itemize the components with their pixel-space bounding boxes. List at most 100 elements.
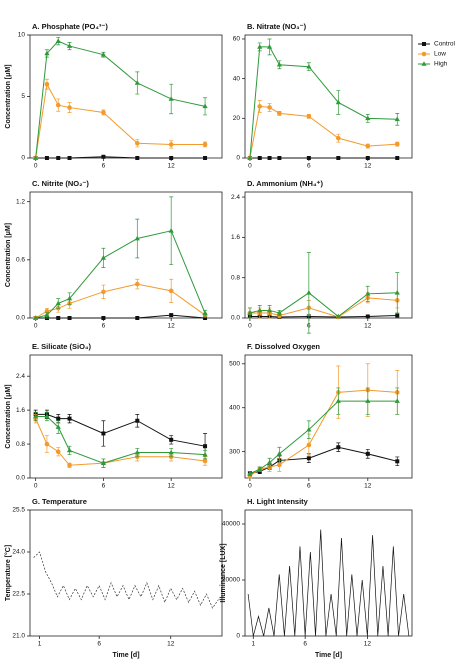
marker [394, 398, 400, 403]
legend-label: Low [434, 51, 446, 58]
y-tick-label: 0.8 [231, 274, 240, 281]
marker [203, 444, 208, 449]
marker [203, 316, 208, 320]
marker [56, 416, 61, 421]
marker [44, 413, 50, 419]
marker [306, 290, 312, 295]
panel-title: E. Silicate (SiO₄) [32, 342, 92, 351]
marker [67, 462, 72, 468]
marker [101, 316, 106, 320]
marker [257, 104, 263, 109]
marker [257, 44, 263, 49]
y-tick-label: 300 [229, 448, 240, 455]
series-line [35, 40, 206, 159]
marker [202, 103, 208, 109]
plot-frame [244, 509, 413, 637]
x-tick-label: 12 [364, 483, 372, 490]
marker [44, 441, 50, 447]
x-tick-label: 6 [97, 641, 101, 648]
marker [67, 316, 72, 320]
series-line [35, 416, 206, 464]
marker [101, 154, 106, 159]
marker [267, 105, 272, 110]
panel-title: C. Nitrite (NO₂⁻) [32, 179, 89, 188]
y-tick-label: 24.0 [12, 549, 25, 556]
series-line [249, 292, 398, 318]
y-axis-label: Temperature [°C] [4, 545, 12, 601]
panel-title: D. Ammonium (NH₄⁺) [247, 179, 324, 188]
marker [394, 116, 400, 122]
marker [33, 315, 39, 320]
marker [202, 458, 208, 464]
y-axis-label: Concentration [μM] [5, 64, 12, 128]
marker [134, 140, 140, 146]
marker [169, 313, 174, 318]
marker [277, 111, 282, 116]
series-line [249, 46, 398, 159]
marker [55, 424, 61, 429]
y-axis-label: Concentration [μM] [5, 223, 12, 287]
plot-frame [29, 34, 223, 159]
marker [247, 310, 253, 315]
legend-marker [422, 42, 426, 46]
marker [100, 255, 107, 260]
y-tick-label: 0 [236, 155, 240, 162]
y-tick-label: 10 [18, 32, 26, 39]
marker [365, 115, 371, 121]
marker [306, 442, 312, 448]
marker [276, 61, 282, 67]
x-tick-label: 0 [248, 163, 252, 170]
marker [257, 307, 263, 313]
marker [395, 156, 400, 160]
marker [33, 155, 39, 160]
legend-marker [421, 51, 427, 57]
y-tick-label: 20000 [222, 577, 240, 584]
y-tick-label: 2.4 [231, 194, 240, 201]
y-tick-label: 0.0 [16, 315, 25, 322]
marker [67, 105, 72, 110]
series-line [249, 400, 398, 475]
y-tick-label: 1.6 [231, 234, 240, 241]
marker [365, 451, 370, 456]
marker [266, 307, 273, 313]
marker [306, 456, 311, 461]
x-tick-label: 12 [167, 641, 175, 648]
y-tick-label: 400 [229, 404, 240, 411]
x-axis-label: Time [d] [112, 652, 139, 659]
marker [55, 300, 61, 306]
y-tick-label: 0.6 [16, 257, 25, 264]
marker [33, 413, 39, 419]
marker [395, 313, 400, 318]
marker [55, 102, 61, 108]
marker [276, 451, 282, 456]
marker [66, 447, 73, 453]
marker [168, 227, 174, 233]
x-tick-label: 12 [364, 163, 372, 170]
marker [247, 155, 253, 160]
marker [169, 156, 174, 160]
y-tick-label: 500 [229, 361, 240, 368]
y-tick-label: 40 [233, 75, 241, 82]
marker [276, 310, 282, 315]
x-tick-label: 0 [248, 483, 252, 490]
x-tick-label: 0 [248, 323, 252, 330]
marker [335, 398, 341, 403]
marker [306, 63, 312, 69]
y-tick-label: 21.0 [12, 633, 25, 640]
legend-marker [421, 61, 427, 66]
marker [277, 462, 282, 468]
marker [257, 156, 262, 160]
series-line [35, 156, 206, 159]
marker [203, 156, 208, 160]
y-tick-label: 5 [21, 93, 25, 100]
marker [257, 466, 263, 472]
y-tick-label: 0.0 [231, 315, 240, 322]
marker [168, 96, 174, 101]
marker [202, 310, 208, 315]
x-tick-label: 6 [307, 483, 311, 490]
marker [67, 156, 72, 160]
series-line [35, 283, 206, 319]
marker [365, 143, 371, 149]
y-tick-label: 2.4 [16, 373, 25, 380]
marker [56, 156, 61, 160]
